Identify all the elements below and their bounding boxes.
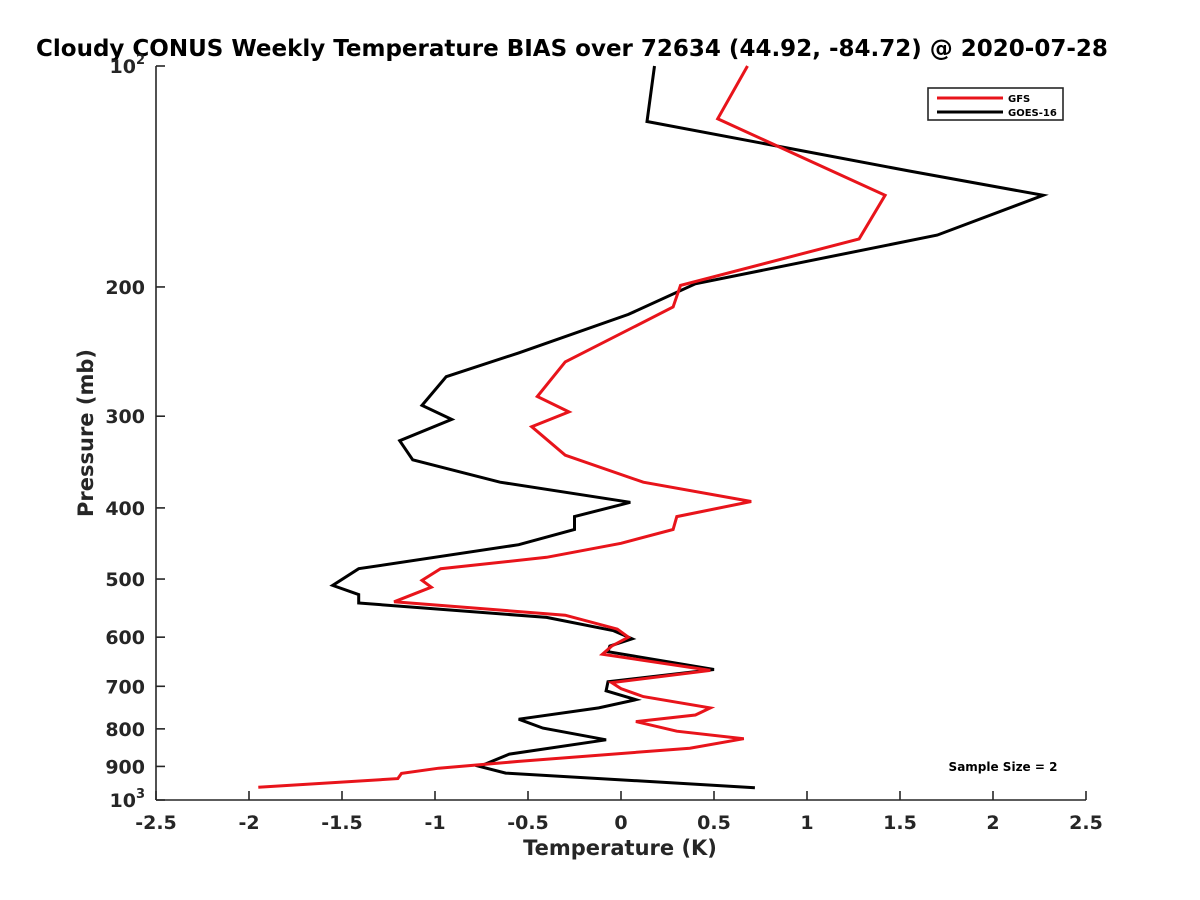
y-tick-label: 600 [105, 627, 145, 649]
chart-title: Cloudy CONUS Weekly Temperature BIAS ove… [36, 36, 1108, 62]
x-tick-label: 2 [986, 812, 999, 834]
x-tick-label: -0.5 [507, 812, 549, 834]
y-tick-label: 300 [105, 406, 145, 428]
x-tick-label: -2 [238, 812, 259, 834]
legend-box [927, 87, 1064, 121]
x-tick-label: 1 [800, 812, 813, 834]
y-tick-label: 900 [105, 756, 145, 778]
x-tick-label: 1.5 [883, 812, 917, 834]
y-tick-label: 500 [105, 569, 145, 591]
series-line-goes-16 [329, 65, 1049, 790]
x-tick-label: 0.5 [697, 812, 731, 834]
y-tick-label: 700 [105, 676, 145, 698]
x-axis-ticks: -2.5 -2 -1.5 -1 -0.5 0 0.5 1 1.5 2 2.5 [135, 791, 1103, 834]
x-tick-label: -1 [424, 812, 445, 834]
y-tick-label: 800 [105, 719, 145, 741]
y-tick-label: 103 [110, 787, 146, 812]
chart-legend: GFS GOES-16 [927, 87, 1064, 121]
x-tick-label: 0 [614, 812, 627, 834]
sample-size-annotation: Sample Size = 2 [949, 760, 1058, 774]
series-lines [258, 65, 1049, 790]
legend-label: GFS [1008, 94, 1030, 105]
y-tick-label: 400 [105, 498, 145, 520]
x-axis-label: Temperature (K) [523, 836, 717, 860]
y-tick-label: 200 [105, 277, 145, 299]
legend-label: GOES-16 [1008, 108, 1057, 119]
x-tick-label: -2.5 [135, 812, 177, 834]
x-tick-label: 2.5 [1069, 812, 1103, 834]
series-line-gfs [258, 65, 888, 789]
y-tick-label: 102 [110, 53, 146, 78]
x-tick-label: -1.5 [321, 812, 363, 834]
y-axis-label: Pressure (mb) [74, 349, 98, 517]
y-axis-ticks: 102 200 300 400 500 600 700 800 900 103 [105, 53, 165, 812]
